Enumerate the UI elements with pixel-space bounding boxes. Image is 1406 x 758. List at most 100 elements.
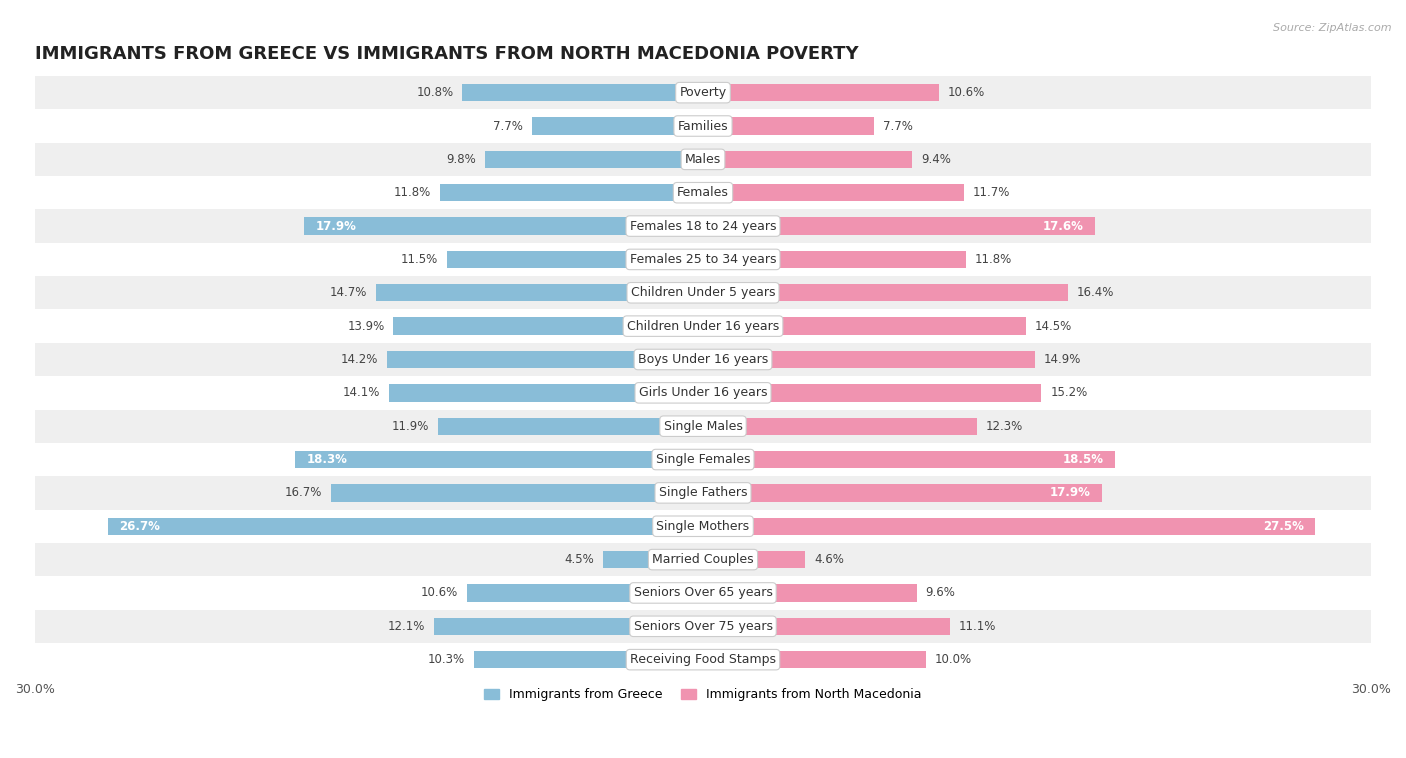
Bar	[703, 184, 963, 202]
Text: Single Males: Single Males	[664, 420, 742, 433]
Text: 12.3%: 12.3%	[986, 420, 1024, 433]
Bar	[394, 318, 703, 335]
Text: 9.6%: 9.6%	[925, 587, 956, 600]
Text: Males: Males	[685, 153, 721, 166]
Text: 9.8%: 9.8%	[446, 153, 475, 166]
Text: 17.9%: 17.9%	[315, 220, 356, 233]
Text: Single Mothers: Single Mothers	[657, 520, 749, 533]
Text: Seniors Over 65 years: Seniors Over 65 years	[634, 587, 772, 600]
Text: Seniors Over 75 years: Seniors Over 75 years	[634, 620, 772, 633]
Text: 12.1%: 12.1%	[387, 620, 425, 633]
Text: 11.7%: 11.7%	[973, 186, 1010, 199]
Bar	[35, 543, 1371, 576]
Bar	[35, 143, 1371, 176]
Bar	[703, 451, 1115, 468]
Text: 4.6%: 4.6%	[814, 553, 844, 566]
Text: IMMIGRANTS FROM GREECE VS IMMIGRANTS FROM NORTH MACEDONIA POVERTY: IMMIGRANTS FROM GREECE VS IMMIGRANTS FRO…	[35, 45, 859, 64]
Text: 18.3%: 18.3%	[307, 453, 347, 466]
Bar	[485, 151, 703, 168]
Text: 10.0%: 10.0%	[935, 653, 972, 666]
Bar	[35, 243, 1371, 276]
Text: 16.7%: 16.7%	[285, 487, 322, 500]
Bar	[35, 376, 1371, 409]
Bar	[703, 251, 966, 268]
Bar	[387, 351, 703, 368]
Bar	[703, 218, 1095, 235]
Text: 10.3%: 10.3%	[427, 653, 465, 666]
Bar	[447, 251, 703, 268]
Text: 14.7%: 14.7%	[329, 287, 367, 299]
Bar	[463, 84, 703, 102]
Bar	[35, 109, 1371, 143]
Text: 14.2%: 14.2%	[340, 353, 378, 366]
Bar	[703, 351, 1035, 368]
Text: 14.5%: 14.5%	[1035, 320, 1071, 333]
Text: 17.6%: 17.6%	[1043, 220, 1084, 233]
Bar	[703, 418, 977, 435]
Text: Females 18 to 24 years: Females 18 to 24 years	[630, 220, 776, 233]
Bar	[35, 443, 1371, 476]
Bar	[703, 284, 1069, 302]
Text: 7.7%: 7.7%	[883, 120, 914, 133]
Text: 10.6%: 10.6%	[948, 86, 986, 99]
Text: 26.7%: 26.7%	[120, 520, 160, 533]
Bar	[433, 618, 703, 635]
Bar	[35, 209, 1371, 243]
Bar	[35, 509, 1371, 543]
Bar	[35, 476, 1371, 509]
Text: Girls Under 16 years: Girls Under 16 years	[638, 387, 768, 399]
Bar	[304, 218, 703, 235]
Text: Children Under 5 years: Children Under 5 years	[631, 287, 775, 299]
Text: 11.8%: 11.8%	[974, 253, 1012, 266]
Bar	[35, 609, 1371, 643]
Text: 13.9%: 13.9%	[347, 320, 385, 333]
Bar	[440, 184, 703, 202]
Text: 11.5%: 11.5%	[401, 253, 439, 266]
Text: Females 25 to 34 years: Females 25 to 34 years	[630, 253, 776, 266]
Text: 27.5%: 27.5%	[1264, 520, 1305, 533]
Bar	[35, 176, 1371, 209]
Text: 10.6%: 10.6%	[420, 587, 458, 600]
Bar	[703, 151, 912, 168]
Text: Families: Families	[678, 120, 728, 133]
Text: Females: Females	[678, 186, 728, 199]
Bar	[330, 484, 703, 502]
Text: 11.8%: 11.8%	[394, 186, 432, 199]
Text: Poverty: Poverty	[679, 86, 727, 99]
Bar	[375, 284, 703, 302]
Bar	[703, 518, 1316, 535]
Text: 16.4%: 16.4%	[1077, 287, 1115, 299]
Bar	[703, 584, 917, 602]
Text: 14.9%: 14.9%	[1043, 353, 1081, 366]
Text: 18.5%: 18.5%	[1063, 453, 1104, 466]
Bar	[35, 409, 1371, 443]
Bar	[35, 276, 1371, 309]
Text: 15.2%: 15.2%	[1050, 387, 1088, 399]
Text: Receiving Food Stamps: Receiving Food Stamps	[630, 653, 776, 666]
Text: Single Fathers: Single Fathers	[659, 487, 747, 500]
Text: Children Under 16 years: Children Under 16 years	[627, 320, 779, 333]
Text: 14.1%: 14.1%	[343, 387, 380, 399]
Bar	[35, 309, 1371, 343]
Bar	[474, 651, 703, 669]
Bar	[35, 576, 1371, 609]
Bar	[467, 584, 703, 602]
Bar	[35, 343, 1371, 376]
Bar	[531, 117, 703, 135]
Bar	[389, 384, 703, 402]
Text: Source: ZipAtlas.com: Source: ZipAtlas.com	[1274, 23, 1392, 33]
Bar	[439, 418, 703, 435]
Bar	[703, 484, 1102, 502]
Bar	[35, 643, 1371, 676]
Bar	[703, 618, 950, 635]
Bar	[703, 651, 925, 669]
Text: 17.9%: 17.9%	[1050, 487, 1091, 500]
Text: 10.8%: 10.8%	[416, 86, 454, 99]
Bar	[108, 518, 703, 535]
Text: Boys Under 16 years: Boys Under 16 years	[638, 353, 768, 366]
Text: 11.1%: 11.1%	[959, 620, 997, 633]
Bar	[703, 84, 939, 102]
Text: Single Females: Single Females	[655, 453, 751, 466]
Text: 11.9%: 11.9%	[392, 420, 429, 433]
Bar	[703, 384, 1042, 402]
